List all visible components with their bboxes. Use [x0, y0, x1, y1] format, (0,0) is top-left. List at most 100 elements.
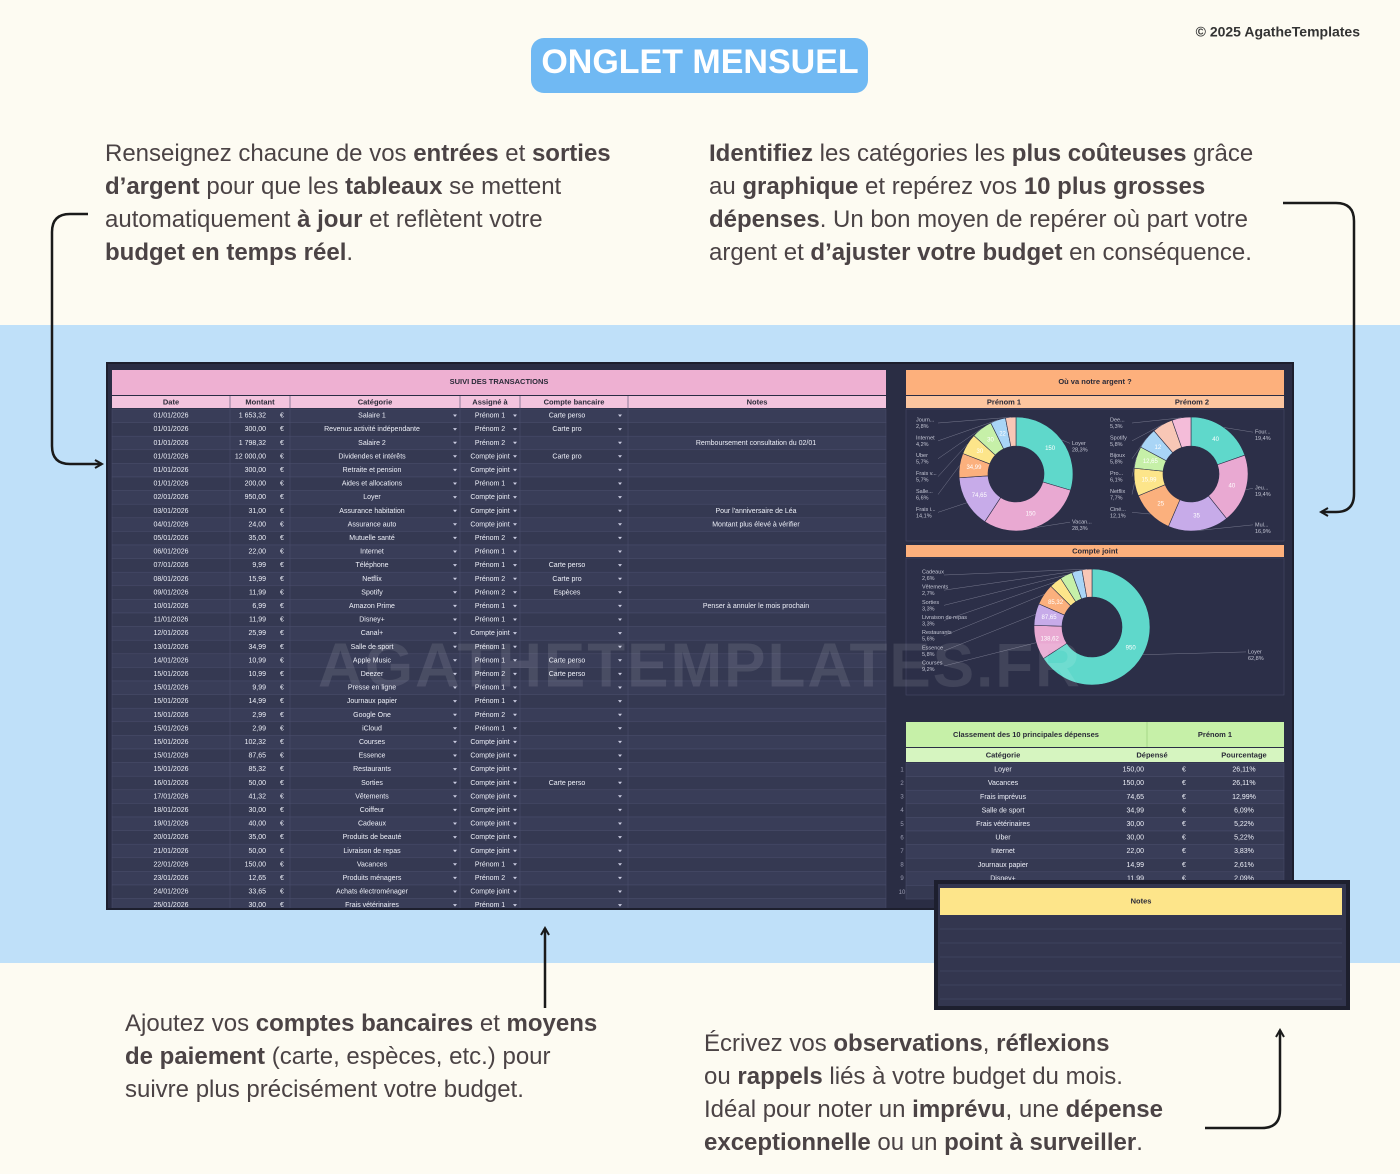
callout-text: point à surveiller	[944, 1129, 1136, 1156]
dropdown-arrow	[453, 564, 457, 567]
dropdown-arrow	[618, 740, 622, 744]
callout-text: Renseignez chacune de vos	[105, 140, 413, 167]
cell: 10,99	[248, 657, 266, 664]
dropdown-arrow	[618, 768, 622, 771]
cell: Penser à annuler le mois prochain	[703, 603, 809, 610]
cell: 1 798,32	[239, 440, 266, 447]
cell: 300,00	[245, 467, 267, 474]
currency: €	[280, 426, 284, 433]
slice-label: Courses	[922, 660, 943, 666]
arrows	[50, 201, 1356, 1130]
dropdown-arrow	[618, 904, 622, 907]
arrow	[1283, 201, 1356, 512]
currency: €	[280, 657, 284, 664]
callout-text: et	[499, 140, 532, 167]
dropdown-arrow	[618, 849, 622, 853]
slice-value: 85,32	[1048, 600, 1064, 606]
leader-line	[1131, 512, 1151, 515]
cell: 30,00	[248, 807, 266, 814]
cell: 14,99	[248, 698, 266, 705]
dropdown-arrow	[453, 550, 457, 553]
cell: Prénom 1	[475, 549, 505, 556]
slice-value: 138,62	[1040, 636, 1059, 642]
currency: €	[280, 671, 284, 678]
leader-line	[943, 581, 1056, 621]
cell: 74,65	[1126, 794, 1144, 801]
dropdown-arrow	[453, 740, 457, 744]
callout-text: ou un	[871, 1129, 944, 1156]
cell: 01/01/2026	[153, 481, 188, 488]
dropdown-arrow	[618, 781, 622, 785]
dropdown-arrow	[513, 836, 517, 839]
dropdown-arrow	[453, 876, 457, 880]
slice-pct: 5,7%	[916, 460, 929, 466]
cell: 21/01/2026	[153, 848, 188, 855]
dropdown-arrow	[513, 523, 517, 526]
slice-value: 150	[1026, 511, 1037, 517]
cell: Dividendes et intérêts	[338, 453, 406, 460]
row-number: 2	[900, 781, 904, 787]
cell: Carte pro	[552, 576, 581, 583]
dropdown-arrow	[618, 536, 622, 540]
cell: 6,99	[252, 603, 266, 610]
callout-line: Écrivez vos observations, réflexions	[704, 1030, 1110, 1057]
column-header: Montant	[245, 397, 275, 406]
cell: Coiffeur	[360, 807, 385, 814]
cell: Cadeaux	[358, 821, 387, 828]
chart-title-bar	[906, 545, 1284, 557]
arrow	[50, 212, 102, 464]
top-owner: Prénom 1	[1198, 730, 1232, 739]
cell: Produits ménagers	[343, 875, 402, 882]
watermark: AGATHETEMPLATES.FR	[318, 631, 1082, 700]
dropdown-arrow	[513, 577, 517, 581]
callout-text: et reflètent votre	[362, 206, 542, 233]
table-title: SUIVI DES TRANSACTIONS	[450, 377, 549, 386]
dropdown-arrow	[618, 795, 622, 798]
callout-text: dépenses	[709, 206, 820, 233]
cell: 30,00	[1126, 821, 1144, 828]
cell: Vacances	[988, 780, 1019, 787]
slice-value: 30	[987, 438, 994, 444]
dropdown-arrow	[453, 536, 457, 540]
dropdown-arrow	[513, 795, 517, 798]
dropdown-arrow	[513, 713, 517, 717]
cell: 200,00	[245, 481, 267, 488]
currency: €	[280, 521, 284, 528]
dropdown-arrow	[513, 700, 517, 703]
slice-value: 35	[1193, 514, 1200, 520]
callout-text: dépense	[1066, 1096, 1163, 1123]
row-number: 5	[900, 822, 904, 828]
cell: Remboursement consultation du 02/01	[696, 440, 816, 447]
cell: Prénom 1	[475, 617, 505, 624]
cell: 950,00	[245, 494, 267, 501]
dropdown-arrow	[618, 686, 622, 689]
dropdown-arrow	[513, 536, 517, 540]
currency: €	[1182, 807, 1186, 814]
dropdown-arrow	[513, 468, 517, 472]
dropdown-arrow	[618, 645, 622, 649]
callout-text: les catégories les	[813, 140, 1012, 167]
dropdown-arrow	[513, 564, 517, 567]
dropdown-arrow	[618, 523, 622, 526]
slice-pct: 5,8%	[1110, 460, 1123, 466]
leader-line	[937, 443, 968, 477]
cell: Aides et allocations	[342, 481, 403, 488]
cell: 11/01/2026	[154, 617, 189, 624]
cell: Prénom 1	[475, 562, 505, 569]
slice-label: Livraison de repas	[922, 615, 967, 621]
slice-label: Journ...	[916, 417, 935, 423]
cell: Loyer	[994, 767, 1012, 774]
cell: 24,00	[248, 521, 266, 528]
currency: €	[1182, 862, 1186, 869]
dropdown-arrow	[513, 659, 517, 662]
dropdown-arrow	[453, 591, 457, 594]
callout-text: .	[1136, 1129, 1143, 1156]
cell: Compte joint	[470, 753, 509, 760]
currency: €	[280, 902, 284, 909]
dropdown-arrow	[618, 876, 622, 880]
currency: €	[280, 603, 284, 610]
cell: 02/01/2026	[153, 494, 188, 501]
cell: Prénom 1	[475, 725, 505, 732]
currency: €	[280, 698, 284, 705]
leader-line	[1061, 439, 1071, 444]
